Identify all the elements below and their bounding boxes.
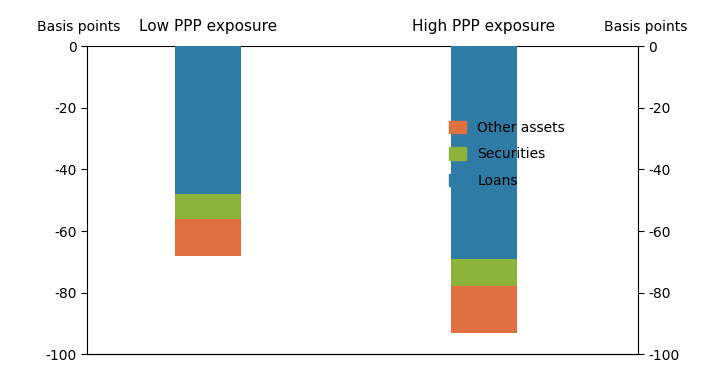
Bar: [175, 194, 241, 219]
Bar: [175, 219, 241, 256]
Text: High PPP exposure: High PPP exposure: [412, 19, 555, 34]
Bar: [451, 286, 517, 333]
Bar: [451, 259, 517, 286]
Bar: [175, 46, 241, 194]
Text: Basis points: Basis points: [604, 20, 687, 34]
Text: Basis points: Basis points: [38, 20, 121, 34]
Legend: Other assets, Securities, Loans: Other assets, Securities, Loans: [450, 121, 565, 188]
Text: Low PPP exposure: Low PPP exposure: [139, 19, 277, 34]
Bar: [451, 46, 517, 259]
